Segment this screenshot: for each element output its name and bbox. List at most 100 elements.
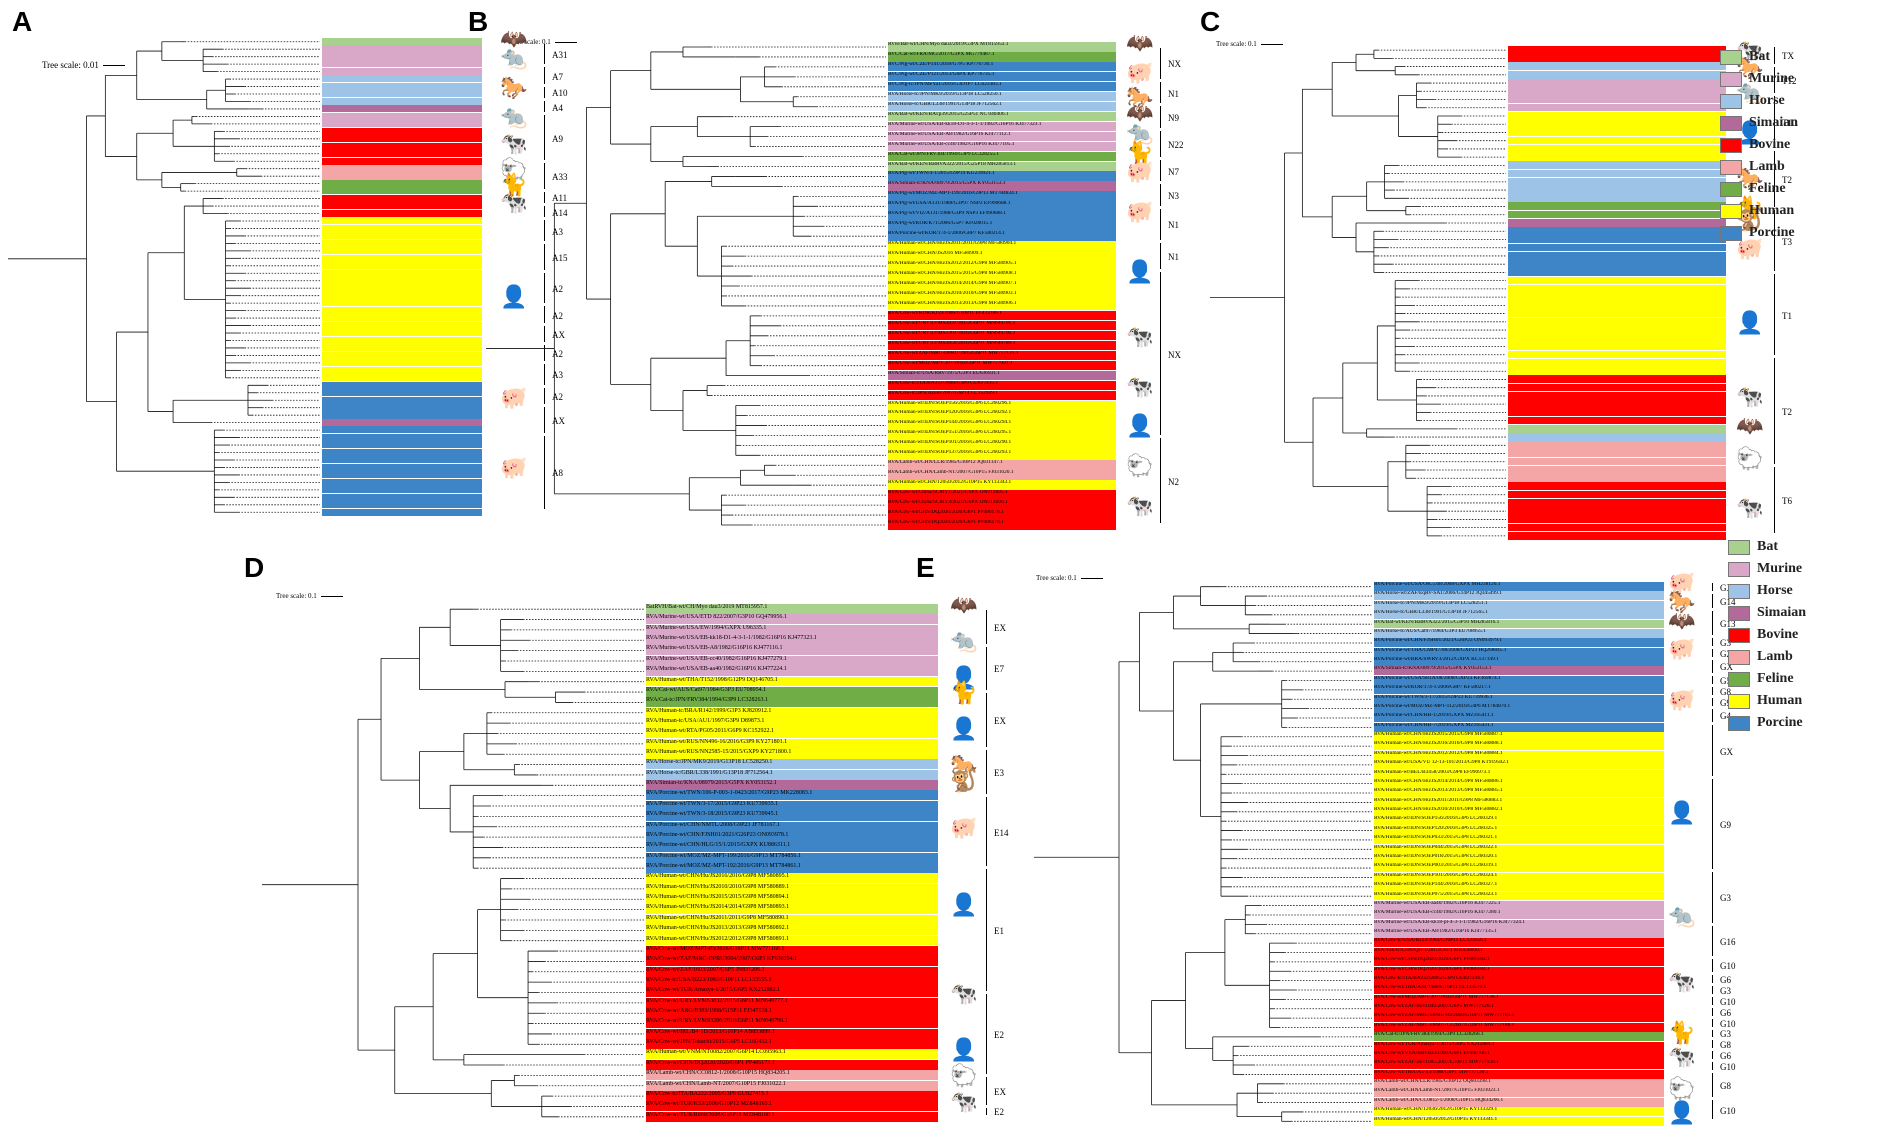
- tree-scale-d: Tree scale: 0.1: [276, 592, 343, 600]
- tree-leaf-label: RVA/Cow-wt/THA/A44/1988/G10P11 LC133579.…: [1374, 985, 1664, 995]
- legend-swatch: [1720, 203, 1742, 219]
- porcine-icon: 🐖: [1668, 687, 1696, 713]
- tree-leaf-label: RVA/Cow-tc/ITA/BA222/2006/G3P9 GU827415.…: [888, 380, 1116, 391]
- group-bracket: [1712, 986, 1713, 994]
- legend-item-murine: Murine: [1728, 558, 1806, 580]
- tree-leaf-label: [1508, 350, 1726, 359]
- tree-leaf-label: [1508, 317, 1726, 326]
- genotype-group-label: A4: [552, 102, 563, 113]
- tree-leaf-label: [1508, 432, 1726, 441]
- tree-leaf-label: RVA/Cow-wt/TUR/R060/2008/G10P11 MZ848160…: [646, 1111, 938, 1122]
- tree-leaf-label: [1508, 177, 1726, 186]
- tree-leaf-label: [1508, 441, 1726, 450]
- tree-leaf-label: RVA/Human-tc/USA/AU1/1997/G3P9 D89873.1: [646, 717, 938, 728]
- tree-leaf-label: RVA/Porcine-wt/CHN/NMTL/2008/G9P23 JF781…: [646, 821, 938, 832]
- genotype-group-label: N3: [1168, 191, 1179, 202]
- tree-scale-e: Tree scale: 0.1: [1036, 574, 1103, 582]
- legend-label: Bovine: [1757, 627, 1799, 642]
- legend-item-bovine: Bovine: [1720, 134, 1798, 156]
- tree-leaf-label: [1508, 260, 1726, 268]
- group-bracket: [544, 406, 545, 433]
- tree-leaf-label: [322, 344, 482, 352]
- tree-leaf-label: RVC/Cat-wt/FRA/MG/2017/G3PX MG779487.1: [888, 51, 1116, 62]
- group-bracket: [544, 86, 545, 98]
- bovine-icon: 🐄: [1668, 1043, 1696, 1069]
- tree-leaf-label: [322, 179, 482, 187]
- group-bracket: [1712, 724, 1713, 777]
- genotype-group-label: G8: [1720, 1081, 1731, 1092]
- tree-leaf-label: [322, 329, 482, 337]
- tree-leaf-label: RVA/Murine-wt/USA/EB-kk18-D1-4-3-1-1/198…: [888, 121, 1116, 132]
- porcine-icon: 🐖: [1126, 59, 1154, 85]
- tree-leaf-label: RVA/Human-wt/IDN/SOEP144/2016/G3P6 LC260…: [888, 420, 1116, 430]
- porcine-icon: 🐖: [500, 455, 528, 481]
- murine-icon: 🐀: [1736, 79, 1764, 105]
- group-bracket: [544, 244, 545, 270]
- tree-leaf-label: [1508, 136, 1726, 145]
- genotype-group-label: A3: [552, 226, 563, 237]
- tree-leaf-label: [322, 157, 482, 165]
- human-icon: 👤: [1126, 259, 1154, 285]
- tree-leaf-label: [322, 142, 482, 150]
- genotype-group-label: G16: [1720, 936, 1736, 947]
- tree-leaf-label: RVA/Cow-wt/ZAF/Bov1049/2007/G6P5 MW77712…: [1374, 1004, 1664, 1014]
- tree-leaf-label: RVA/Cow-wt/THA/A5-13/1988/G8P1 MW777130.…: [1374, 1069, 1664, 1079]
- bovine-icon: 🐄: [1126, 493, 1154, 519]
- tree-leaf-label: RVA/Human-wt/IDN/SOEP018/2015/G3P8 LC260…: [1374, 854, 1664, 863]
- tree-leaf-label: RVA/Cow-wt/MOZ/MPT-307/2016/G6P11 MW7771…: [1374, 994, 1664, 1004]
- legend-item-horse: Horse: [1728, 580, 1806, 602]
- tree-leaf-label: RVA/Porcine-wt/CHN/HB-7/2019/GXPX MZ1654…: [1374, 722, 1664, 732]
- porcine-icon: 🐖: [500, 384, 528, 410]
- tree-leaf-label: RVA/Human-wt/CHN/Hu/JS2012/2012/G9P8 MF5…: [888, 261, 1116, 271]
- tree-leaf-label: [1508, 218, 1726, 227]
- tree-leaf-label: RVA/Cow-wt/URY/LVMS3206/2016/G6P11 MN649…: [646, 1018, 938, 1029]
- legend-item-human: Human: [1720, 200, 1798, 222]
- tree-leaf-label: RVA/Simian-tc/USA/RRV/1975/G3P3 EU636931…: [888, 370, 1116, 381]
- legend-swatch: [1720, 137, 1742, 153]
- tree-leaf-label: [322, 52, 482, 60]
- lamb-icon: 🐑: [1736, 445, 1764, 471]
- tree-leaf-label: RVA/Human-wt/THA/T152/1998/G12P9 DQ14670…: [646, 676, 938, 687]
- tree-leaf-label: RVA/Porcine-wt/MOZ/MZ-MPT-199/2016/G9P13…: [646, 852, 938, 863]
- tree-leaf-label: RVA/Lamb-wt/CHN/CC0812-1/2008/G10P15 HQ8…: [1374, 1097, 1664, 1107]
- legend-label: Murine: [1749, 71, 1795, 86]
- porcine-icon: 🐖: [1668, 570, 1696, 595]
- tree-leaf-label: RVA/Horse-wt/ZAF/EqRV-SA1/2006/G14P12 JQ…: [1374, 591, 1664, 601]
- genotype-group-label: G10: [1720, 1062, 1736, 1073]
- tree-leaf-label: RVA/Pig-wt/KOR/K71/2006/G5P7 KF028015.1: [888, 221, 1116, 231]
- tree-leaf-label: [1508, 531, 1726, 540]
- legend-label: Human: [1749, 203, 1795, 218]
- horse-icon: 🐎: [950, 752, 978, 778]
- group-bracket: [1712, 675, 1713, 684]
- genotype-group-label: A33: [552, 171, 568, 182]
- tree-leaf-label: RVA/Cow-wt/ZAF/MRC-DPRU3004/2007/G6P5 KF…: [646, 956, 938, 967]
- tree-leaf-label: RVA/Human-wt/CHN/12050/2012/G10P15 KY113…: [1374, 1116, 1664, 1126]
- tree-leaf-label: [1508, 284, 1726, 293]
- genotype-group-label: N1: [1168, 220, 1179, 231]
- tree-leaf-label: RVA/Simian-tc/KNA/08979/2015/G5PX KY0531…: [888, 181, 1116, 191]
- tree-leaf-label: [322, 366, 482, 374]
- genotype-group-label: G10: [1720, 1018, 1736, 1029]
- tree-leaf-label: RVA/Porcine-wt/USA/OK.5.68/2008/GXPX MH2…: [1374, 582, 1664, 591]
- tree-leaf-label: RVA/Human-wt/CHN/Hu/JS2015/2015/G9P8 MF5…: [1374, 732, 1664, 742]
- tree-leaf-label: RVA/Human-wt/CHN/Hu/JS2012/2012/G9P8 MF5…: [646, 935, 938, 946]
- tree-leaf-label: RVA/Cow-wt/ZAF/Bov1085/2007/G10P11 MW777…: [1374, 1060, 1664, 1070]
- tree-leaf-label: [322, 381, 482, 389]
- genotype-group-label: E3: [994, 768, 1004, 779]
- group-bracket: [544, 206, 545, 218]
- group-bracket: [1712, 1062, 1713, 1071]
- genotype-group-label: EX: [994, 716, 1006, 727]
- porcine-icon: 🐖: [1126, 159, 1154, 185]
- tree-leaf-label: RVA/Human-wt/IDN/SOEP101/2016/G3P6 LC260…: [888, 440, 1116, 450]
- tree-leaf-label: [1508, 474, 1726, 482]
- tree-leaf-label: RVA/Porcine-wt/CHN/HB-1/2019/GXPX MZ1654…: [1374, 713, 1664, 723]
- tree-leaf-label: [322, 448, 482, 456]
- group-bracket: [1774, 96, 1775, 148]
- tree-leaf-label: [322, 187, 482, 195]
- legend-label: Lamb: [1757, 649, 1793, 664]
- group-bracket: [1160, 208, 1161, 240]
- genotype-group-label: G8: [1720, 686, 1731, 697]
